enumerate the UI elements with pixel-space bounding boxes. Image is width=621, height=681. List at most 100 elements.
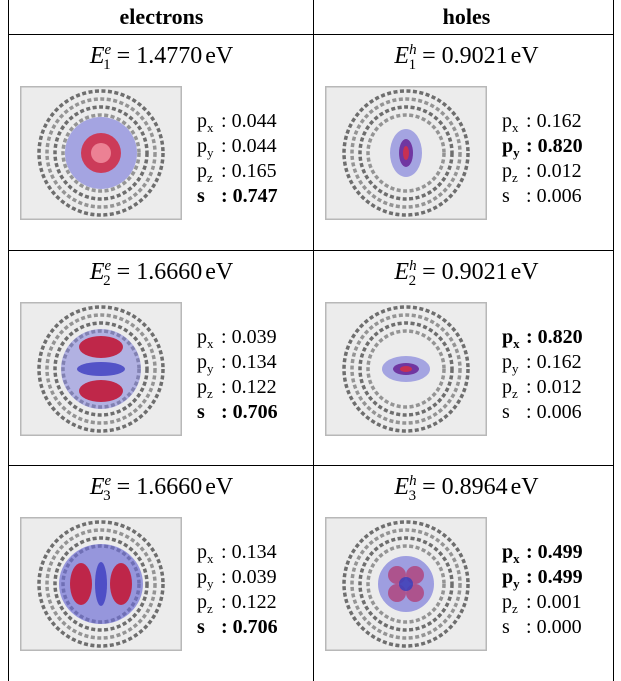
component-value: 0.122 (232, 591, 277, 613)
relation: = (422, 259, 436, 285)
energy-value: 1.6660 (136, 474, 202, 500)
component-index: x (207, 120, 214, 135)
energy-subscript: 1 (409, 57, 417, 73)
component-symbol: s (197, 616, 205, 638)
component-symbol: p (197, 351, 207, 373)
separator: : (526, 110, 532, 132)
component-value: 0.134 (232, 541, 277, 563)
component: pz: 0.122 (197, 591, 277, 617)
energy-superscript: e (104, 473, 111, 489)
component-symbol: p (197, 591, 207, 613)
component-value: 0.706 (233, 616, 278, 638)
component: py: 0.039 (197, 566, 277, 592)
energy-superscript: h (409, 258, 417, 274)
separator: : (526, 135, 533, 157)
border-line (313, 0, 314, 681)
energy-value: 0.9021 (442, 43, 508, 69)
component-name: py (502, 566, 526, 592)
component-index: x (513, 551, 520, 566)
component-value: 0.165 (232, 160, 277, 182)
component-index: z (512, 601, 518, 616)
energy-unit: eV (511, 43, 539, 69)
separator: : (526, 401, 532, 423)
separator: : (221, 401, 228, 423)
energy-unit: eV (205, 43, 233, 69)
component: pz: 0.122 (197, 376, 277, 402)
energy-subscript: 2 (103, 273, 111, 289)
component-name: py (197, 351, 221, 377)
energy-label: Ee3 = 1.6660eV (9, 473, 314, 505)
component: s: 0.006 (502, 401, 582, 424)
component: pz: 0.012 (502, 376, 582, 402)
component-value: 0.820 (538, 326, 583, 348)
separator: : (526, 160, 532, 182)
relation: = (117, 259, 131, 285)
orbital-image (20, 517, 182, 651)
energy-unit: eV (205, 474, 233, 500)
energy-symbol: E (394, 474, 409, 500)
component-index: y (513, 145, 520, 160)
component: s: 0.747 (197, 185, 278, 208)
component-index: x (512, 120, 519, 135)
component-value: 0.039 (232, 326, 277, 348)
component-index: z (512, 170, 518, 185)
border-line (8, 465, 614, 466)
component-symbol: s (502, 401, 510, 423)
component-symbol: p (502, 376, 512, 398)
energy-superscript: h (409, 473, 417, 489)
component-symbol: p (502, 135, 513, 157)
component-value: 0.820 (538, 135, 583, 157)
component-name: s (502, 616, 526, 639)
component-name: s (502, 401, 526, 424)
component-symbol: p (197, 541, 207, 563)
relation: = (117, 474, 131, 500)
separator: : (221, 351, 227, 373)
component-value: 0.000 (537, 616, 582, 638)
relation: = (422, 474, 436, 500)
component: s: 0.706 (197, 401, 278, 424)
separator: : (526, 376, 532, 398)
component-name: pz (197, 376, 221, 402)
component-name: px (502, 541, 526, 567)
separator: : (526, 566, 533, 588)
component: py: 0.162 (502, 351, 582, 377)
separator: : (526, 351, 532, 373)
component-name: s (197, 185, 221, 208)
component-value: 0.044 (232, 110, 277, 132)
column-header: electrons (9, 4, 314, 30)
component-value: 0.747 (233, 185, 278, 207)
component: s: 0.706 (197, 616, 278, 639)
component-symbol: p (197, 376, 207, 398)
component-symbol: s (502, 185, 510, 207)
separator: : (526, 591, 532, 613)
component-name: px (502, 110, 526, 136)
separator: : (221, 135, 227, 157)
component-symbol: p (197, 566, 207, 588)
component-index: x (207, 336, 214, 351)
component: px: 0.499 (502, 541, 583, 567)
component-value: 0.499 (538, 541, 583, 563)
component-symbol: p (502, 566, 513, 588)
energy-unit: eV (511, 474, 539, 500)
component: py: 0.499 (502, 566, 583, 592)
component-name: px (502, 326, 526, 352)
component-name: s (197, 616, 221, 639)
component: s: 0.006 (502, 185, 582, 208)
energy-subscript: 2 (409, 273, 417, 289)
component: pz: 0.001 (502, 591, 582, 617)
energy-label: Eh1 = 0.9021eV (314, 42, 619, 74)
energy-superscript: e (104, 42, 111, 58)
component-symbol: s (502, 616, 510, 638)
separator: : (526, 326, 533, 348)
component-value: 0.012 (537, 160, 582, 182)
component: px: 0.820 (502, 326, 583, 352)
component-symbol: p (197, 135, 207, 157)
component-name: pz (502, 160, 526, 186)
orbital-image (325, 86, 487, 220)
component-value: 0.162 (537, 351, 582, 373)
component-value: 0.001 (537, 591, 582, 613)
separator: : (221, 616, 228, 638)
component: s: 0.000 (502, 616, 582, 639)
component-name: pz (197, 591, 221, 617)
